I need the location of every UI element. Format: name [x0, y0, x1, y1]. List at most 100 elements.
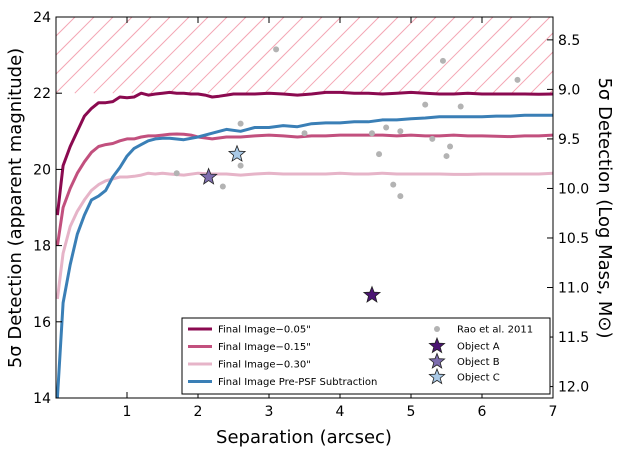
hatch-line	[321, 17, 399, 94]
y2-tick-label: 9.5	[558, 132, 580, 148]
hatch-line	[226, 17, 304, 94]
x-tick-label: 4	[336, 404, 345, 420]
y-tick-label: 16	[33, 315, 51, 331]
hatch-line	[302, 17, 380, 94]
legend-swatch-object-c	[428, 367, 446, 385]
legend-box	[181, 317, 551, 395]
x-tick-label: 3	[265, 404, 274, 420]
legend-swatch-object-b	[428, 352, 446, 369]
hatch-line	[112, 17, 190, 94]
rao-point	[237, 120, 244, 127]
rao-point	[368, 130, 375, 137]
rao-point	[457, 103, 464, 110]
hatch-line	[56, 17, 76, 37]
x-tick-label: 1	[123, 404, 132, 420]
y2-tick-label: 11.0	[558, 281, 589, 297]
hatch-line	[511, 51, 553, 94]
hatch-line	[56, 17, 133, 94]
rao-point	[422, 101, 429, 108]
object-a-marker	[362, 285, 382, 303]
x-axis-label: Separation (arcsec)	[216, 427, 392, 448]
hatched-exclusion-region	[56, 17, 553, 94]
y-tick-label: 20	[33, 162, 51, 178]
object-c-marker	[227, 144, 247, 162]
rao-point	[429, 135, 436, 142]
hatch-line	[56, 17, 95, 56]
hatch-line	[454, 17, 532, 94]
rao-scatter-points	[173, 46, 521, 200]
hatch-line	[530, 70, 553, 94]
series-line-4	[56, 113, 553, 398]
legend: Final Image−0.05" Final Image−0.15" Final …	[181, 317, 551, 395]
axis-ticks: 1 2 3 4 5 6 7 14 16 18 20 22 24 8.5 9.0 9.5 10.0 10.5 11.0…	[33, 10, 589, 420]
hatch-line	[264, 17, 342, 94]
rao-point	[514, 76, 521, 83]
legend-label-object-b: Object B	[457, 357, 500, 368]
rao-point	[443, 153, 450, 160]
rao-point	[397, 193, 404, 200]
hatch-line	[473, 17, 551, 94]
hatch-line	[245, 17, 323, 94]
legend-label-object-c: Object C	[457, 373, 500, 384]
y-axis-label: 5σ Detection (apparent magnitude)	[5, 48, 26, 368]
y-tick-label: 22	[33, 86, 51, 102]
y2-tick-label: 11.5	[558, 330, 589, 346]
series-line-2	[56, 132, 553, 246]
hatch-line	[150, 17, 228, 94]
legend-label-1: Final Image−0.05"	[218, 325, 311, 336]
rao-point	[273, 46, 280, 53]
rao-point	[439, 57, 446, 64]
x-tick-label: 5	[407, 404, 416, 420]
hatch-line	[359, 17, 437, 94]
hatch-line	[492, 32, 553, 94]
object-b-marker	[199, 167, 218, 185]
rao-point	[376, 151, 383, 158]
rao-point	[237, 162, 244, 169]
hatch-line	[74, 17, 152, 94]
x-tick-label: 7	[549, 404, 558, 420]
legend-label-object-a: Object A	[457, 342, 500, 353]
x-tick-label: 2	[194, 404, 203, 420]
object-markers	[199, 144, 382, 303]
y2-tick-label: 8.5	[558, 33, 580, 49]
rao-point	[397, 128, 404, 135]
hatch-line	[188, 17, 266, 94]
y2-tick-label: 9.0	[558, 82, 580, 98]
legend-label-4: Final Image Pre-PSF Subtraction	[218, 377, 377, 388]
y2-tick-label: 10.5	[558, 231, 589, 247]
rao-point	[447, 143, 454, 150]
y2-tick-label: 12.0	[558, 380, 589, 396]
rao-point	[173, 170, 180, 177]
hatch-line	[93, 17, 171, 94]
hatch-line	[283, 17, 361, 94]
hatch-line	[169, 17, 247, 94]
hatch-line	[207, 17, 285, 94]
hatch-line	[416, 17, 494, 94]
rao-point	[219, 183, 226, 190]
legend-label-2: Final Image−0.15"	[218, 342, 311, 353]
legend-label-3: Final Image−0.30"	[218, 360, 311, 371]
hatch-line	[131, 17, 209, 94]
y-tick-label: 18	[33, 239, 51, 255]
rao-point	[301, 130, 308, 137]
hatch-line	[340, 17, 418, 94]
hatch-line	[378, 17, 456, 94]
legend-swatch-object-a	[428, 336, 446, 354]
y2-tick-label: 10.0	[558, 181, 589, 197]
rao-point	[383, 124, 390, 131]
y-tick-label: 14	[33, 391, 51, 407]
series-line-3	[56, 171, 553, 300]
legend-swatch-rao	[434, 326, 440, 332]
hatch-line	[56, 17, 114, 75]
plot-frame	[55, 16, 554, 399]
hatch-line	[435, 17, 513, 94]
y2-axis-label: 5σ Detection (Log Mass, M⊙)	[594, 77, 615, 338]
legend-label-rao: Rao et al. 2011	[457, 325, 533, 336]
hatch-line	[397, 17, 475, 94]
x-tick-label: 6	[478, 404, 487, 420]
rao-point	[390, 181, 397, 188]
series-line-1	[56, 90, 553, 216]
series-lines	[56, 90, 553, 398]
y-tick-label: 24	[33, 10, 51, 26]
